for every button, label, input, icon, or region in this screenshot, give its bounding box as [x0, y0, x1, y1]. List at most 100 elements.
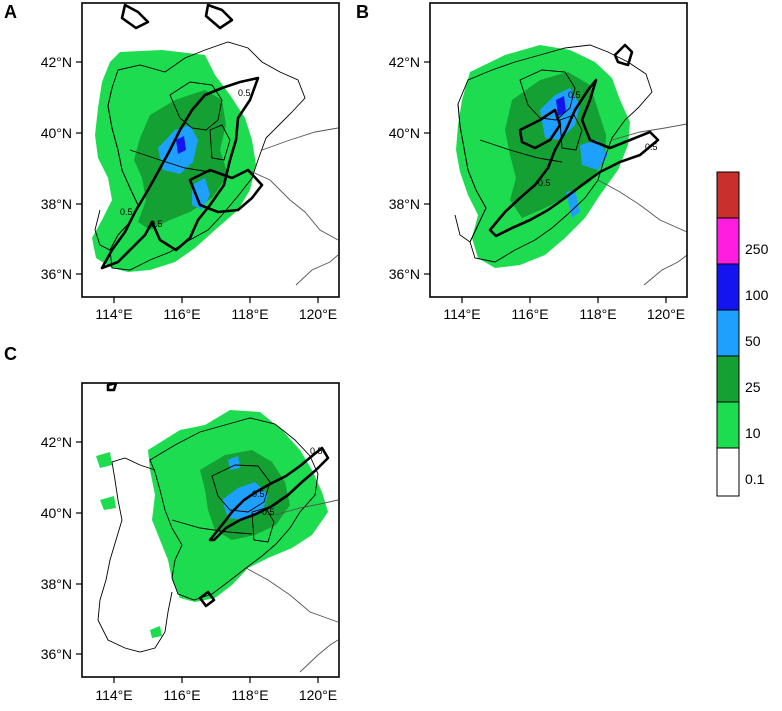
panel-a-map: 0.5 0.5 0.5 [92, 3, 339, 286]
precip-shade-dark-blue [176, 136, 186, 154]
panel-a-xaxis: 114°E 116°E 118°E 120°E [95, 297, 337, 322]
panel-b-yaxis: 42°N 40°N 38°N 36°N [389, 54, 430, 282]
y-tick-label: 36°N [41, 266, 72, 282]
panel-c-map: 0.5 0.5 0.5 [96, 383, 339, 673]
boundary-inner [171, 519, 253, 535]
boundary-inner [129, 149, 211, 173]
contour-line [120, 3, 150, 30]
x-tick-label: 116°E [163, 306, 200, 322]
x-tick-label: 114°E [443, 306, 480, 322]
x-tick-label: 120°E [299, 687, 337, 703]
panel-c-yaxis: 42°N 40°N 38°N 36°N [41, 434, 82, 662]
precip-shade-dark-green [505, 72, 606, 218]
colorbar-label: 250 [745, 241, 769, 257]
contour-line [204, 3, 234, 30]
colorbar-frame [716, 171, 740, 497]
y-tick-label: 40°N [41, 125, 72, 141]
x-tick-label: 120°E [299, 306, 337, 322]
x-tick-label: 118°E [231, 687, 268, 703]
x-tick-label: 114°E [95, 306, 132, 322]
contour-line [106, 383, 118, 392]
coastline [274, 499, 339, 516]
coastline [247, 169, 339, 241]
panel-c: 0.5 0.5 0.5 C 42°N 40°N 38°N 36°N 114°E … [4, 344, 340, 703]
panel-c-label: C [4, 344, 17, 364]
colorbar-box-100-250 [717, 218, 739, 264]
contour-label: 0.5 [568, 90, 581, 100]
coastline [643, 254, 687, 286]
contour-line [100, 76, 260, 270]
boundary-beijing [519, 69, 576, 121]
panel-a-label: A [4, 2, 17, 22]
colorbar-box-250-plus [717, 172, 739, 218]
precip-shade-dark-blue [556, 96, 566, 116]
y-tick-label: 42°N [41, 434, 72, 450]
panel-c-xaxis: 114°E 116°E 118°E 120°E [95, 677, 337, 703]
colorbar-box-50-100 [717, 264, 739, 310]
contour-label: 0.5 [150, 219, 163, 229]
coastline [299, 639, 339, 673]
boundary-tianjin [209, 124, 231, 161]
boundary-beijing [211, 464, 271, 513]
colorbar-box-below-0.1 [717, 448, 739, 496]
colorbar: 250 100 50 25 10 0.1 [716, 171, 769, 497]
y-tick-label: 40°N [41, 505, 72, 521]
x-tick-label: 120°E [647, 306, 685, 322]
boundary-shanxi [97, 457, 173, 653]
boundary-shanxi [454, 103, 487, 243]
contour-label: 0.5 [120, 207, 133, 217]
contour-label: 0.5 [252, 489, 265, 499]
colorbar-dividers [717, 217, 739, 449]
contour-line [613, 43, 634, 67]
y-tick-label: 38°N [389, 196, 420, 212]
y-tick-label: 38°N [41, 196, 72, 212]
contour-line [188, 168, 264, 214]
panel-b: 0.5 0.5 0.5 B 42°N 40°N 38°N 36°N 114°E … [356, 2, 688, 322]
panel-a: 0.5 0.5 0.5 A 42°N 40°N 38°N 36°N 114°E … [4, 2, 340, 322]
boundary-hebei [149, 417, 319, 601]
contour-label: 0.5 [238, 88, 251, 98]
coastline [245, 567, 339, 623]
coastline [597, 179, 687, 233]
y-tick-label: 38°N [41, 576, 72, 592]
contour-label: 0.5 [538, 178, 551, 188]
coastline [261, 127, 339, 151]
precip-shade-light-green [100, 496, 116, 510]
precip-shade-blue [192, 178, 210, 210]
colorbar-box-10-25 [717, 356, 739, 402]
x-tick-label: 118°E [231, 306, 268, 322]
coastline [611, 123, 687, 141]
y-tick-label: 40°N [389, 125, 420, 141]
panel-a-frame [81, 2, 340, 298]
colorbar-label: 25 [745, 379, 761, 395]
contour-label: 0.5 [645, 142, 658, 152]
colorbar-label: 10 [745, 425, 761, 441]
boundary-tianjin [251, 507, 275, 543]
y-tick-label: 36°N [41, 646, 72, 662]
contour-label: 0.5 [262, 507, 275, 517]
coastline [295, 254, 339, 286]
panel-c-frame [81, 382, 340, 678]
colorbar-box-25-50 [717, 310, 739, 356]
contour-line [208, 446, 330, 542]
x-tick-label: 116°E [511, 306, 548, 322]
contour-label: 0.5 [310, 446, 323, 456]
panel-b-frame [429, 2, 688, 298]
y-tick-label: 42°N [41, 54, 72, 70]
contour-line [488, 78, 660, 238]
panel-b-xaxis: 114°E 116°E 118°E 120°E [443, 297, 685, 322]
x-tick-label: 118°E [579, 306, 616, 322]
precip-shade-light-green [96, 452, 112, 468]
colorbar-box-0.1-10 [717, 402, 739, 448]
colorbar-label: 0.1 [745, 471, 765, 487]
precip-shade-light-green [150, 626, 162, 638]
panel-a-yaxis: 42°N 40°N 38°N 36°N [41, 54, 82, 282]
contour-line [518, 108, 562, 150]
panel-b-label: B [356, 2, 369, 22]
y-tick-label: 42°N [389, 54, 420, 70]
precip-shade-blue [566, 190, 580, 218]
colorbar-label: 50 [745, 333, 761, 349]
precip-shade-blue [580, 140, 608, 170]
x-tick-label: 116°E [163, 687, 200, 703]
